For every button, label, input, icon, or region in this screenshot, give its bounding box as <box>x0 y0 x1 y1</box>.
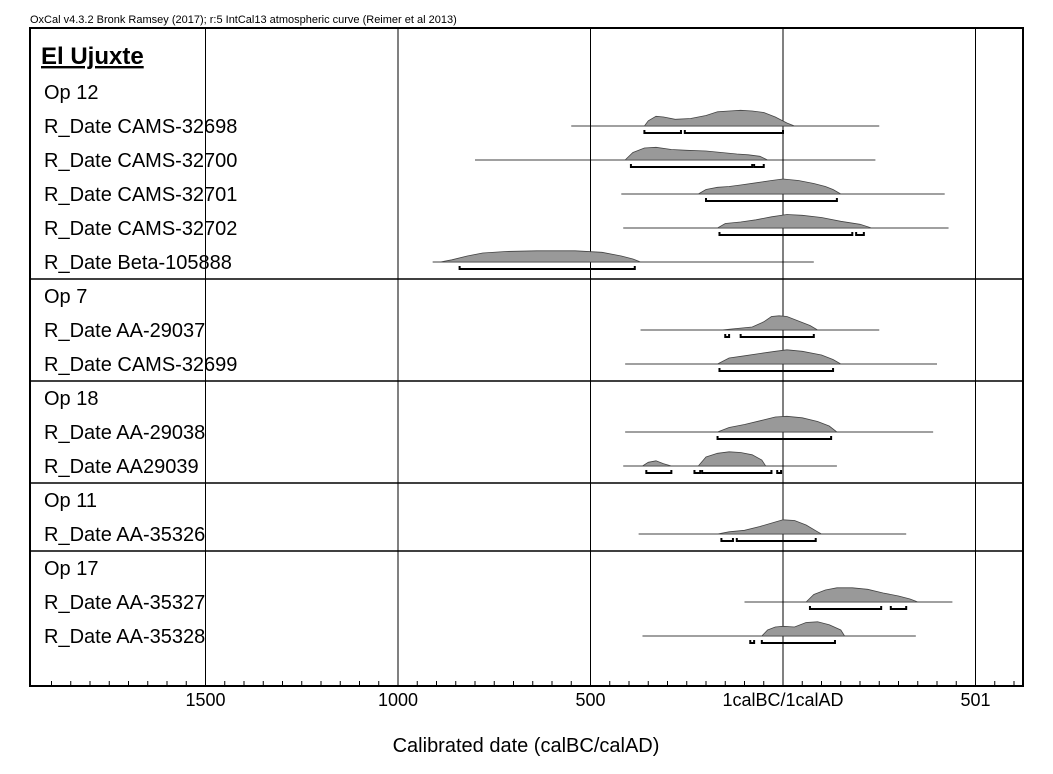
hpd-range <box>645 470 673 474</box>
hpd-range <box>753 164 765 168</box>
axis-tick-label: 501 <box>960 690 990 710</box>
hpd-range <box>855 232 865 236</box>
probability-distribution <box>641 451 767 467</box>
hpd-range <box>760 640 836 644</box>
probability-distribution <box>721 315 820 331</box>
axis-tick-label: 1000 <box>378 690 418 710</box>
hpd-range <box>749 640 756 644</box>
axis-tick-label: 1calBC/1calAD <box>722 690 843 710</box>
probability-distribution <box>760 621 846 637</box>
sample-label: R_Date AA-29037 <box>44 320 205 342</box>
sample-label: R_Date AA29039 <box>44 456 199 478</box>
sample-label: R_Date CAMS-32702 <box>44 218 237 240</box>
sample-label: R_Date AA-35328 <box>44 626 205 648</box>
hpd-range <box>683 130 784 134</box>
sample-label: R_Date AA-35327 <box>44 592 205 614</box>
probability-distribution <box>643 109 795 127</box>
hpd-range <box>720 538 734 542</box>
hpd-range <box>701 470 773 474</box>
group-label: Op 12 <box>44 82 98 104</box>
probability-distribution <box>716 214 872 229</box>
hpd-range <box>718 368 835 372</box>
probability-distribution <box>696 178 843 195</box>
hpd-range <box>705 198 838 202</box>
sample-label: R_Date AA-29038 <box>44 422 205 444</box>
hpd-range <box>739 334 815 338</box>
probability-distribution <box>440 250 641 263</box>
sample-label: R_Date CAMS-32701 <box>44 184 237 206</box>
probability-distribution <box>805 587 918 603</box>
hpd-range <box>458 266 636 270</box>
hpd-range <box>718 232 854 236</box>
axis-tick-label: 1500 <box>185 690 225 710</box>
hpd-range <box>629 164 754 168</box>
group-label: Op 17 <box>44 558 98 580</box>
hpd-range <box>693 470 702 474</box>
probability-distribution <box>624 146 768 161</box>
probability-distribution <box>717 415 839 433</box>
sample-label: R_Date CAMS-32698 <box>44 116 237 138</box>
probability-distribution <box>717 519 824 535</box>
sample-label: R_Date CAMS-32699 <box>44 354 237 376</box>
hpd-range <box>808 606 883 610</box>
hpd-range <box>716 436 833 440</box>
x-axis-label: Calibrated date (calBC/calAD) <box>393 735 660 757</box>
probability-distribution <box>717 349 843 365</box>
sample-label: R_Date AA-35326 <box>44 524 205 546</box>
group-label: Op 18 <box>44 388 98 410</box>
chart-header: OxCal v4.3.2 Bronk Ramsey (2017); r:5 In… <box>30 14 457 26</box>
hpd-range <box>643 130 682 134</box>
group-label: Op 11 <box>44 490 97 512</box>
hpd-range <box>735 538 817 542</box>
chart-title: El Ujuxte <box>41 43 144 70</box>
axis-tick-label: 500 <box>575 690 605 710</box>
hpd-range <box>889 606 908 610</box>
sample-label: R_Date Beta-105888 <box>44 252 232 274</box>
group-label: Op 7 <box>44 286 87 308</box>
hpd-range <box>776 470 783 474</box>
sample-label: R_Date CAMS-32700 <box>44 150 237 172</box>
plot-frame <box>29 27 1024 687</box>
hpd-range <box>724 334 731 338</box>
